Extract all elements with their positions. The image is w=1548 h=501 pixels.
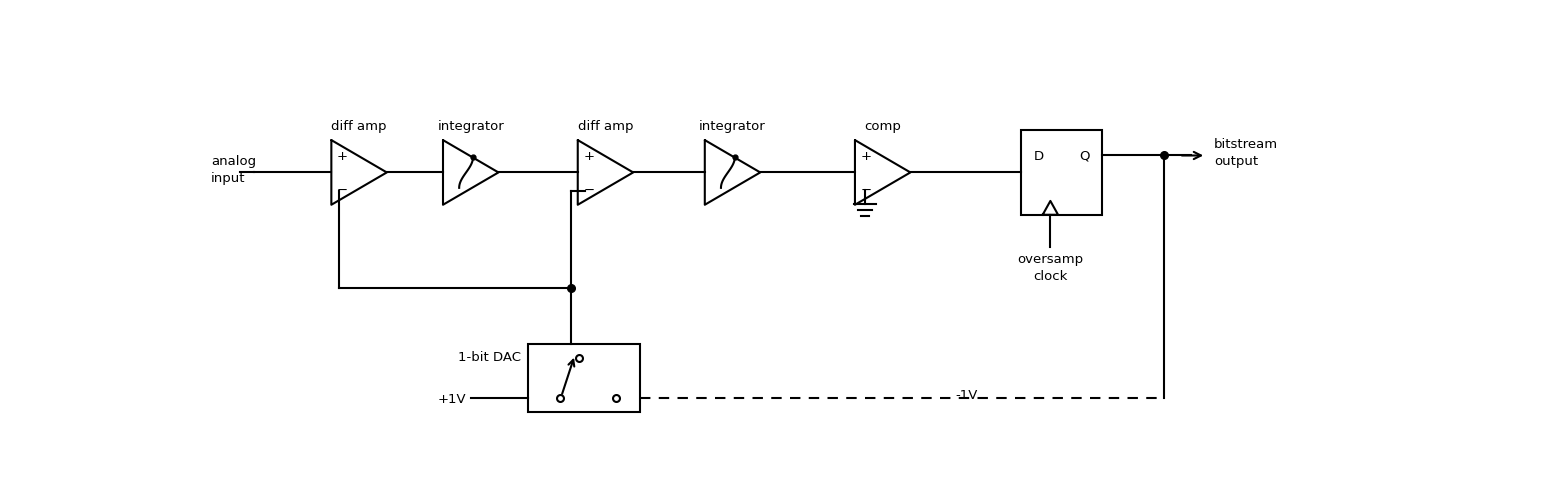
Text: analog
input: analog input (211, 154, 257, 184)
Text: +: + (861, 150, 872, 163)
Text: integrator: integrator (700, 120, 766, 133)
Text: diff amp: diff amp (331, 120, 387, 133)
Text: −: − (861, 183, 872, 196)
Bar (1022, 131, 1102, 215)
Text: +: + (337, 150, 348, 163)
Text: integrator: integrator (438, 120, 505, 133)
Text: D: D (1034, 150, 1043, 163)
Text: +: + (584, 150, 594, 163)
Text: oversamp
clock: oversamp clock (1017, 252, 1084, 282)
Text: Q: Q (1079, 150, 1090, 163)
Text: bitstream
output: bitstream output (1214, 138, 1279, 168)
Text: comp: comp (864, 120, 901, 133)
Text: -1V: -1V (955, 389, 977, 402)
Text: diff amp: diff amp (577, 120, 633, 133)
Text: −: − (337, 183, 348, 196)
Text: 1-bit DAC: 1-bit DAC (458, 351, 520, 364)
Text: −: − (584, 183, 594, 196)
Bar (528, 345, 641, 412)
Text: +1V: +1V (438, 392, 466, 405)
